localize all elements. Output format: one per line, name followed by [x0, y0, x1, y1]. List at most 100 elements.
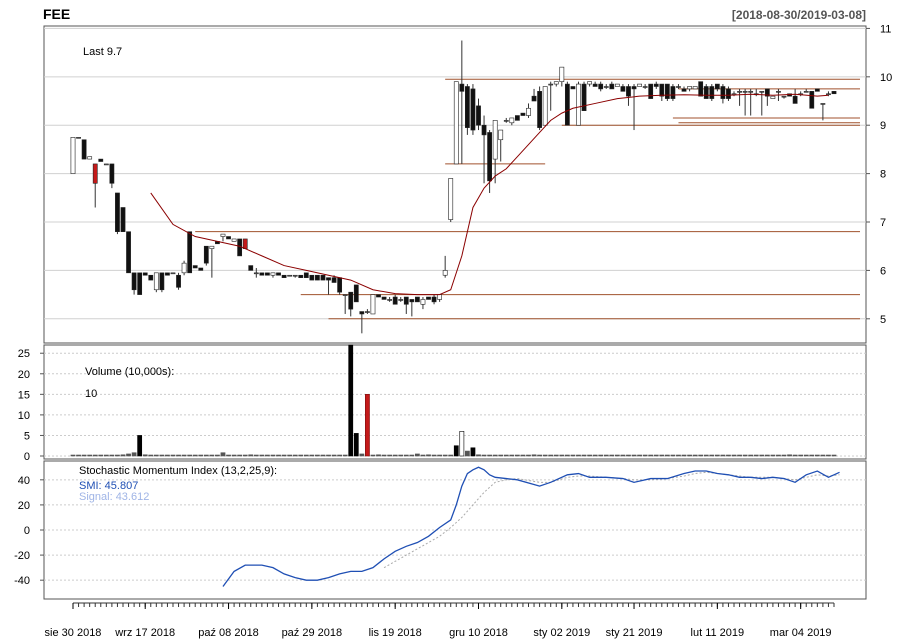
volume-bar [226, 454, 231, 457]
smi-tick-label: 0 [24, 525, 30, 537]
candle-body [420, 299, 426, 305]
candle-body [465, 86, 470, 128]
candle-body [481, 124, 487, 136]
candle-body [770, 95, 776, 99]
candle-body [437, 294, 442, 300]
volume-bar [798, 454, 804, 457]
x-axis-label: lis 19 2018 [369, 627, 422, 639]
smi-tick-label: -20 [14, 550, 30, 562]
volume-bar [637, 454, 642, 457]
volume-bars [70, 344, 837, 457]
candle-body [337, 277, 343, 293]
x-axis-label: sie 30 2018 [45, 627, 102, 639]
candle-body [170, 272, 176, 275]
smi-gridlines [44, 479, 866, 581]
volume-bar [342, 454, 348, 457]
volume-bar [348, 344, 354, 457]
candle-body [70, 137, 76, 174]
candle-body [359, 311, 365, 315]
price-panel-frame [43, 25, 867, 344]
volume-tick-label: 15 [18, 389, 30, 401]
candle-body [315, 274, 320, 281]
volume-bar [514, 454, 520, 457]
x-axis-label: sty 21 2019 [606, 627, 663, 639]
volume-bar [620, 454, 626, 457]
candle-body [514, 115, 520, 121]
volume-bar [809, 454, 815, 457]
candle-body [409, 299, 415, 303]
volume-bar [215, 454, 220, 457]
volume-bar [426, 454, 431, 457]
price-tick-label: 9 [880, 120, 886, 132]
volume-tick-label: 5 [24, 430, 30, 442]
volume-bar [92, 454, 98, 457]
volume-bar [609, 454, 615, 457]
candle-body [259, 272, 265, 276]
candle-body [342, 294, 348, 296]
volume-bar [470, 447, 476, 457]
candle-body [231, 238, 237, 242]
volume-bar [487, 454, 492, 457]
candle-body [81, 139, 87, 160]
candle-body [781, 95, 787, 98]
candle-body [159, 272, 165, 291]
volume-tick-label: 10 [18, 410, 30, 422]
candle-body [92, 163, 98, 184]
volume-bar [365, 394, 370, 457]
volume-bar [309, 454, 315, 457]
candle-body [176, 274, 181, 288]
candle-body [76, 137, 81, 139]
candle-body [281, 274, 287, 278]
last-price-label: Last 9.7 [83, 46, 122, 58]
candle-body [653, 83, 659, 87]
volume-bar [559, 454, 565, 457]
candle-body [470, 88, 476, 131]
candle-body [570, 86, 576, 90]
volume-bar [681, 454, 687, 457]
volume-bar [698, 454, 704, 457]
volume-bar [492, 454, 498, 457]
candle-body [720, 86, 726, 99]
volume-bar [315, 454, 320, 457]
volume-bar [503, 454, 509, 457]
volume-bar [659, 454, 665, 457]
chart-title: FEE [43, 6, 70, 22]
price-panel: 5 6 7 8 9 10 11 Last 9.7 [43, 23, 892, 344]
candle-body [603, 86, 609, 88]
volume-bar [787, 454, 792, 457]
candle-body [381, 296, 387, 300]
candle-body [764, 88, 770, 97]
volume-bar [137, 435, 143, 457]
volume-bar [553, 454, 559, 457]
volume-tick-label: 0 [24, 451, 30, 463]
candle-body [126, 231, 131, 274]
volume-bar [748, 454, 754, 457]
volume-bar [392, 454, 398, 457]
candle-body [620, 86, 626, 92]
price-tick-label: 11 [880, 23, 891, 35]
volume-bar [281, 454, 287, 457]
volume-bar [159, 454, 165, 457]
candle-body [326, 277, 331, 281]
x-axis-label: paź 08 2018 [198, 627, 259, 639]
volume-bar [576, 454, 581, 457]
volume-axis: 0 5 10 15 20 25 [18, 348, 44, 463]
volume-bar [792, 454, 798, 457]
volume-bar [465, 450, 470, 457]
candle-body [831, 91, 837, 95]
candle-body [253, 272, 259, 275]
candle-body [687, 86, 692, 90]
volume-bar [331, 454, 337, 457]
candle-body [548, 83, 554, 86]
signal-value-label: Signal: 43.612 [79, 491, 149, 503]
candle-body [826, 93, 831, 96]
volume-bar [431, 454, 437, 457]
candle-body [220, 233, 226, 237]
candle-body [153, 272, 159, 291]
candle-body [248, 265, 254, 271]
candle-body [165, 272, 170, 276]
candle-body [792, 95, 798, 104]
volume-bar [303, 454, 309, 457]
volume-panel-frame [43, 344, 867, 460]
